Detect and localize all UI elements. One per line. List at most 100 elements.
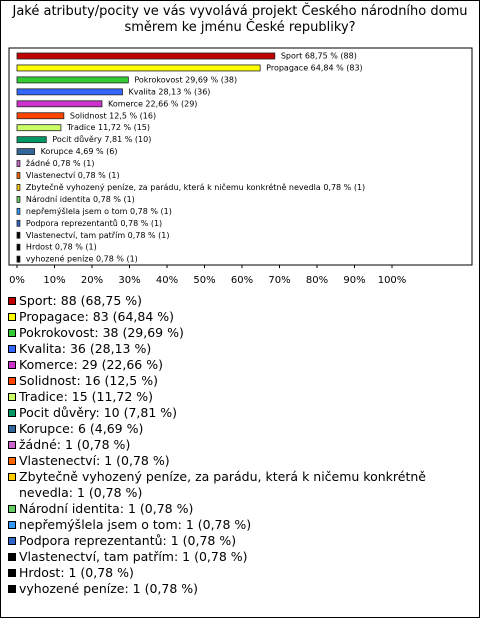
bar xyxy=(16,88,123,96)
bar xyxy=(16,124,62,132)
bar xyxy=(16,231,21,239)
legend-swatch xyxy=(8,441,16,449)
legend-swatch xyxy=(8,409,16,417)
data-label: nepřemýšlela jsem o tom 0,78 % (1) xyxy=(26,206,172,216)
data-label: Vlastenectví 0,78 % (1) xyxy=(26,171,120,180)
bar xyxy=(16,76,129,84)
data-label: Komerce 22,66 % (29) xyxy=(108,99,197,108)
legend-label: Sport: 88 (68,75 %) xyxy=(19,293,143,308)
bar xyxy=(16,184,21,191)
legend-swatch xyxy=(8,521,16,529)
data-label: Podpora reprezentantů 0,78 % (1) xyxy=(26,218,162,228)
x-tick-label: 90% xyxy=(343,275,365,286)
data-label: žádné 0,78 % (1) xyxy=(26,158,95,168)
legend-item: nepřemýšlela jsem o tom: 1 (0,78 %) xyxy=(8,517,474,533)
legend-item: Zbytečně vyhozený peníze, za parádu, kte… xyxy=(8,469,474,501)
legend-label: Hrdost: 1 (0,78 %) xyxy=(19,565,134,580)
legend-label: Podpora reprezentantů: 1 (0,78 %) xyxy=(19,533,237,548)
data-label: Korupce 4,69 % (6) xyxy=(41,147,118,156)
legend-swatch xyxy=(8,553,16,561)
x-tick-label: 30% xyxy=(118,275,140,286)
legend-item: Vlastenectví, tam patřím: 1 (0,78 %) xyxy=(8,549,474,565)
data-label: vyhozené peníze 0,78 % (1) xyxy=(26,254,138,264)
legend-swatch xyxy=(8,425,16,433)
legend-item: Kvalita: 36 (28,13 %) xyxy=(8,341,474,357)
x-tick-label: 20% xyxy=(81,275,103,286)
bar xyxy=(16,195,21,203)
legend-swatch xyxy=(8,297,16,305)
legend-label: Kvalita: 36 (28,13 %) xyxy=(19,341,152,356)
data-label: Sport 68,75 % (88) xyxy=(281,52,357,61)
legend-item: vyhozené peníze: 1 (0,78 %) xyxy=(8,581,474,597)
data-label: Pocit důvěry 7,81 % (10) xyxy=(52,134,151,144)
legend-label: vyhozené peníze: 1 (0,78 %) xyxy=(19,581,199,596)
legend-swatch xyxy=(8,569,16,577)
data-label: Solidnost 12,5 % (16) xyxy=(70,111,156,120)
bar xyxy=(16,207,21,215)
bar xyxy=(16,219,21,227)
legend-label: Vlastenectví, tam patřím: 1 (0,78 %) xyxy=(19,549,248,564)
legend-swatch xyxy=(8,345,16,353)
legend: Sport: 88 (68,75 %) Propagace: 83 (64,84 … xyxy=(8,293,474,597)
legend-label: Pokrokovost: 38 (29,69 %) xyxy=(19,325,184,340)
legend-label: Tradice: 15 (11,72 %) xyxy=(19,389,154,404)
legend-item: Podpora reprezentantů: 1 (0,78 %) xyxy=(8,533,474,549)
x-tick-label: 70% xyxy=(268,275,290,286)
legend-swatch xyxy=(8,505,16,513)
legend-item: Propagace: 83 (64,84 %) xyxy=(8,309,474,325)
data-label: Národní identita 0,78 % (1) xyxy=(26,195,135,204)
legend-label: Zbytečně vyhozený peníze, za parádu, kte… xyxy=(19,469,426,500)
x-tick-label: 80% xyxy=(306,275,328,286)
legend-item: Tradice: 15 (11,72 %) xyxy=(8,389,474,405)
data-label: Hrdost 0,78 % (1) xyxy=(26,243,97,252)
legend-item: Solidnost: 16 (12,5 %) xyxy=(8,373,474,389)
data-label: Zbytečně vyhozený peníze, za parádu, kte… xyxy=(26,182,365,192)
plot-frame xyxy=(8,47,473,266)
data-label: Propagace 64,84 % (83) xyxy=(266,63,363,72)
bar xyxy=(16,243,21,251)
data-label: Tradice 11,72 % (15) xyxy=(66,123,150,132)
data-label: Vlastenectví, tam patřím 0,78 % (1) xyxy=(26,231,170,240)
data-label: Pokrokovost 29,69 % (38) xyxy=(134,75,237,84)
legend-swatch xyxy=(8,313,16,321)
legend-swatch xyxy=(8,361,16,369)
x-tick-label: 40% xyxy=(156,275,178,286)
legend-swatch xyxy=(8,377,16,385)
legend-item: Komerce: 29 (22,66 %) xyxy=(8,357,474,373)
legend-item: Národní identita: 1 (0,78 %) xyxy=(8,501,474,517)
x-tick-label: 100% xyxy=(378,275,407,286)
legend-label: Vlastenectví: 1 (0,78 %) xyxy=(19,453,170,468)
legend-item: Hrdost: 1 (0,78 %) xyxy=(8,565,474,581)
plot: 0% 10% 20% 30% 40% 50% 60% 70% 80% 90% 100% Sport 6… xyxy=(8,47,473,286)
x-tick-label: 0% xyxy=(9,275,25,286)
legend-swatch xyxy=(8,537,16,545)
bar xyxy=(16,160,21,167)
legend-label: Pocit důvěry: 10 (7,81 %) xyxy=(19,405,178,420)
bar xyxy=(16,64,261,72)
legend-item: Sport: 88 (68,75 %) xyxy=(8,293,474,309)
x-tick-label: 60% xyxy=(231,275,253,286)
x-tick-label: 50% xyxy=(193,275,215,286)
bar xyxy=(16,100,103,108)
chart-title: Jaké atributy/pocity ve vás vyvolává pro… xyxy=(12,4,468,35)
legend-label: Korupce: 6 (4,69 %) xyxy=(19,421,144,436)
bar xyxy=(16,172,21,179)
legend-swatch xyxy=(8,473,16,481)
legend-label: Propagace: 83 (64,84 %) xyxy=(19,309,175,324)
legend-label: žádné: 1 (0,78 %) xyxy=(19,437,131,452)
bar xyxy=(16,136,47,144)
legend-swatch xyxy=(8,457,16,465)
legend-item: Pokrokovost: 38 (29,69 %) xyxy=(8,325,474,341)
bar xyxy=(16,255,21,263)
legend-item: Vlastenectví: 1 (0,78 %) xyxy=(8,453,474,469)
legend-label: nepřemýšlela jsem o tom: 1 (0,78 %) xyxy=(19,517,252,532)
bar xyxy=(16,148,35,156)
bar xyxy=(16,52,276,60)
legend-swatch xyxy=(8,585,16,593)
legend-swatch xyxy=(8,393,16,401)
data-label: Kvalita 28,13 % (36) xyxy=(128,87,210,96)
legend-label: Komerce: 29 (22,66 %) xyxy=(19,357,163,372)
bar xyxy=(16,112,65,120)
legend-item: Pocit důvěry: 10 (7,81 %) xyxy=(8,405,474,421)
legend-swatch xyxy=(8,329,16,337)
